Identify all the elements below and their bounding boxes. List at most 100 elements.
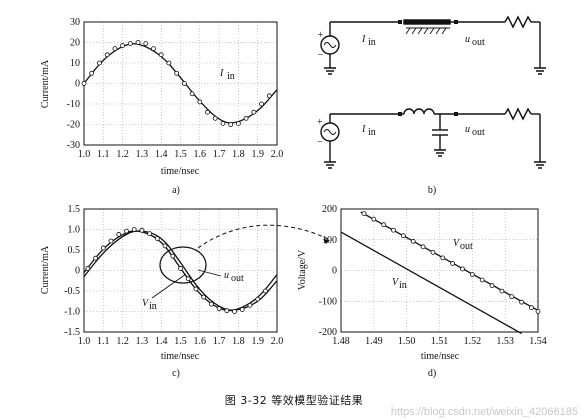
data-point xyxy=(131,227,137,232)
y-tick-label: 1.0 xyxy=(68,225,81,236)
data-point xyxy=(509,294,515,300)
panel-a-label: a) xyxy=(172,185,180,196)
circuit-bottom-current-sub: in xyxy=(368,127,376,138)
data-point xyxy=(410,238,416,244)
circuit-bottom: + − xyxy=(317,107,546,169)
data-point xyxy=(243,115,249,121)
y-tick-label: -0.5 xyxy=(64,286,80,297)
x-tick-label: 1.49 xyxy=(365,336,383,347)
data-point xyxy=(371,216,377,222)
data-point xyxy=(127,41,133,46)
ground-icon xyxy=(534,161,546,169)
data-point xyxy=(108,238,114,244)
data-point xyxy=(216,306,222,312)
series-annotation-sub: in xyxy=(149,301,157,312)
svg-text:−: − xyxy=(317,137,323,148)
data-point xyxy=(174,70,180,76)
data-point xyxy=(251,109,257,115)
x-tick-label: 1.5 xyxy=(174,336,187,347)
data-point xyxy=(139,227,145,233)
x-tick-label: 1.6 xyxy=(194,149,207,160)
data-point xyxy=(391,227,396,233)
data-point xyxy=(247,302,253,308)
series-annotation: V xyxy=(453,238,461,249)
x-tick-label: 1.2 xyxy=(116,336,129,347)
y-tick-label: -20 xyxy=(67,120,80,131)
y-axis-label: Current/mA xyxy=(40,59,51,108)
circuit-bottom-voltage-label: u xyxy=(465,124,470,135)
y-axis-label: Current/mA xyxy=(40,245,51,294)
series-annotation: V xyxy=(392,277,400,288)
data-point xyxy=(170,253,176,259)
x-tick-label: 1.4 xyxy=(155,336,168,347)
x-axis-label: time/nsec xyxy=(421,351,460,362)
data-point xyxy=(89,70,95,76)
resistor-icon xyxy=(504,15,532,29)
circuit-top-current-sub: in xyxy=(368,37,376,48)
data-point xyxy=(361,211,367,217)
data-point xyxy=(228,122,234,127)
data-point xyxy=(420,244,426,250)
y-tick-label: 0 xyxy=(332,266,337,277)
series-annotation-sub: in xyxy=(227,71,235,82)
circuit-bottom-current-label: I xyxy=(361,124,366,135)
data-point xyxy=(535,308,541,314)
data-point xyxy=(263,288,268,294)
data-point xyxy=(460,266,465,272)
data-point xyxy=(519,299,524,305)
data-point xyxy=(381,222,387,228)
x-tick-label: 1.7 xyxy=(213,336,226,347)
x-tick-label: 1.1 xyxy=(97,336,110,347)
u-out-leader xyxy=(197,269,222,277)
series-annotation-sub: out xyxy=(460,241,473,252)
data-point xyxy=(151,46,156,52)
x-tick-label: 2.0 xyxy=(271,149,284,160)
v-in-leader xyxy=(151,273,187,299)
y-tick-label: -30 xyxy=(67,140,80,151)
data-point xyxy=(400,233,406,239)
resistor-icon xyxy=(504,107,532,121)
inductor-icon xyxy=(403,108,435,115)
svg-text:−: − xyxy=(317,50,324,61)
y-tick-label: 0.5 xyxy=(68,245,81,256)
plot-frame xyxy=(83,208,278,333)
data-point xyxy=(259,101,264,107)
data-point xyxy=(178,266,183,271)
x-tick-label: 1.50 xyxy=(398,336,416,347)
series-annotation-sub: out xyxy=(231,273,244,284)
data-point xyxy=(166,60,172,66)
data-point xyxy=(499,288,505,294)
x-tick-label: 1.8 xyxy=(232,336,245,347)
x-tick-label: 1.7 xyxy=(213,149,226,160)
watermark: https://blog.csdn.net/weixin_42066185 xyxy=(390,406,578,418)
panel-d-label: d) xyxy=(428,368,436,379)
data-point xyxy=(266,93,272,99)
circuit-bottom-voltage-sub: out xyxy=(472,127,485,138)
ground-icon xyxy=(324,161,336,169)
data-point xyxy=(529,305,534,311)
circuit-top: + − xyxy=(317,15,546,75)
zoom-ellipse xyxy=(159,246,207,284)
ground-icon xyxy=(434,149,446,157)
x-tick-label: 1.6 xyxy=(194,336,207,347)
data-point xyxy=(224,308,230,314)
x-tick-label: 1.3 xyxy=(136,149,149,160)
series-annotation-sub: in xyxy=(399,280,407,291)
svg-text:+: + xyxy=(317,117,323,128)
y-tick-label: 0 xyxy=(75,79,80,90)
x-tick-label: 1.52 xyxy=(464,336,482,347)
data-point xyxy=(212,115,218,121)
x-tick-label: 1.54 xyxy=(529,336,547,347)
series-annotation: V xyxy=(142,298,150,309)
series-annotation: I xyxy=(219,68,224,79)
zoom-arrow xyxy=(197,224,331,249)
data-point xyxy=(162,243,168,249)
data-point xyxy=(85,266,91,271)
data-point xyxy=(135,40,141,45)
x-tick-label: 1.9 xyxy=(251,336,264,347)
y-tick-label: 10 xyxy=(70,58,80,69)
x-axis-label: time/nsec xyxy=(161,351,200,362)
y-tick-label: 1.5 xyxy=(68,204,81,215)
x-tick-label: 1.2 xyxy=(116,149,129,160)
